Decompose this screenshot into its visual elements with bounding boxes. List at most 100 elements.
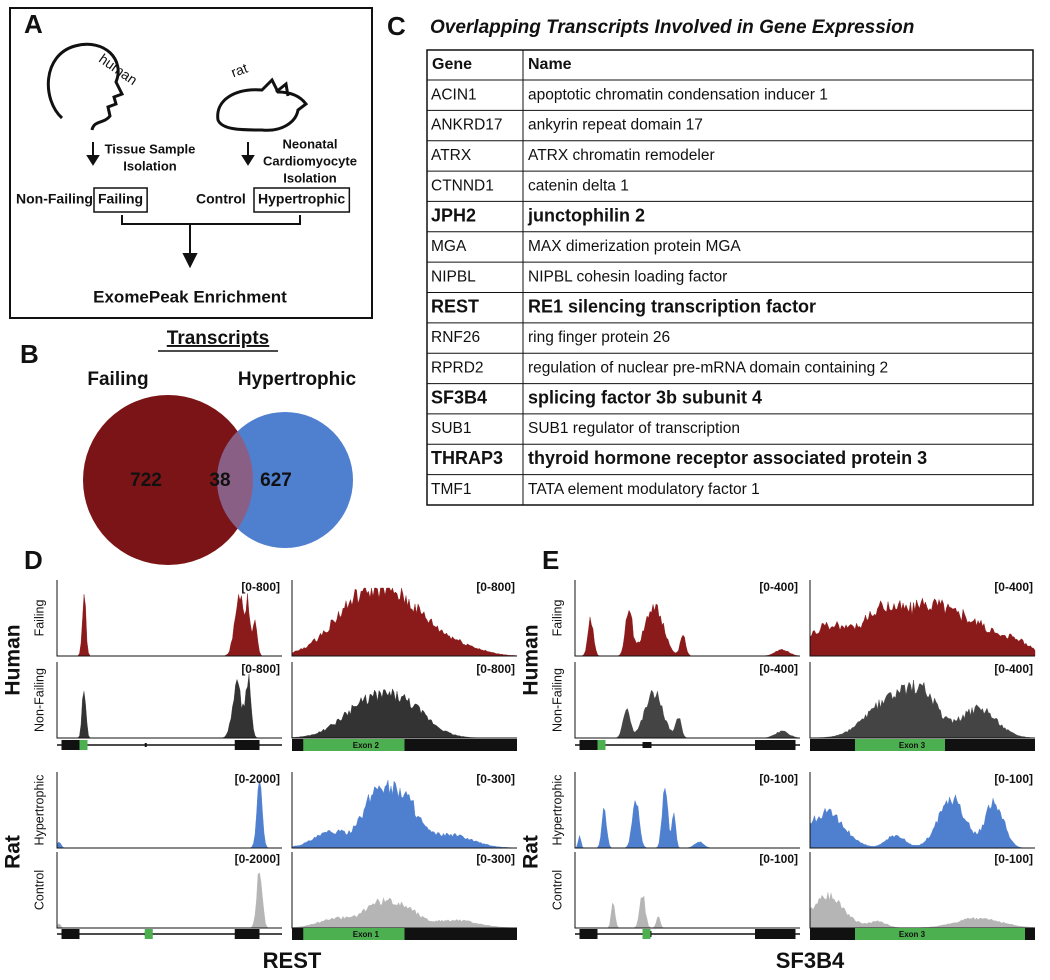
group-label: Failing xyxy=(98,191,143,207)
name-cell: splicing factor 3b subunit 4 xyxy=(528,388,762,408)
group-label: Non-Failing xyxy=(16,191,93,207)
track-axis xyxy=(574,772,800,849)
name-cell: catenin delta 1 xyxy=(528,177,629,194)
gene-cell: NIPBL xyxy=(431,268,476,285)
arrows xyxy=(86,142,301,269)
gene-exon xyxy=(144,743,147,747)
exon-label: Exon 3 xyxy=(899,741,926,750)
track-label: Control xyxy=(550,870,564,910)
gene-cell: RPRD2 xyxy=(431,359,484,376)
track-axis xyxy=(56,852,282,929)
gene-exon xyxy=(642,929,651,939)
gene-name: REST xyxy=(263,948,322,973)
panel-label: D xyxy=(24,545,43,575)
name-cell: TATA element modulatory factor 1 xyxy=(528,481,760,498)
track-axis xyxy=(574,580,800,657)
gene-exon xyxy=(642,742,652,748)
set-name: Failing xyxy=(87,369,148,390)
tracks: D Human Rat Failing [0-800] [0-800] Non-Failin… xyxy=(2,545,1036,973)
table-header: Name xyxy=(528,56,572,73)
name-cell: NIPBL cohesin loading factor xyxy=(528,268,727,285)
scale-label: [0-300] xyxy=(476,852,515,866)
species-label: Human xyxy=(2,624,25,695)
track-label: Hypertrophic xyxy=(32,775,46,846)
scale-label: [0-400] xyxy=(994,662,1033,676)
coverage xyxy=(575,689,801,739)
step-text: Neonatal xyxy=(283,136,338,151)
venn-count: 627 xyxy=(260,470,292,491)
scale-label: [0-100] xyxy=(994,772,1033,786)
gene-cell: REST xyxy=(431,296,479,316)
coverage xyxy=(809,679,1036,739)
gene-exon xyxy=(597,740,606,750)
step-text: Cardiomyocyte xyxy=(263,153,357,168)
species-label: Rat xyxy=(2,835,25,869)
coverage xyxy=(575,895,800,929)
rat-icon xyxy=(216,77,309,132)
scale-label: [0-400] xyxy=(759,580,798,594)
exon-zoom xyxy=(855,739,945,751)
track-label: Control xyxy=(32,870,46,910)
gene-exon xyxy=(234,929,260,939)
track-axis xyxy=(574,662,800,739)
coverage xyxy=(57,593,282,657)
venn-count: 722 xyxy=(130,470,162,491)
venn-circle xyxy=(217,412,353,548)
gene-exon xyxy=(61,740,80,750)
gene-cell: THRAP3 xyxy=(431,448,503,468)
panel-label: E xyxy=(542,545,559,575)
gene-cell: MGA xyxy=(431,238,467,255)
name-cell: junctophilin 2 xyxy=(527,205,645,225)
coverage xyxy=(809,892,1036,929)
gene-cell: ATRX xyxy=(431,147,472,164)
species-label: Human xyxy=(520,624,543,695)
coverage xyxy=(291,587,518,657)
step-text: Tissue Sample xyxy=(105,141,196,156)
panel-label: B xyxy=(20,339,39,369)
exon-zoom xyxy=(855,928,1025,940)
track-label: Non-Failing xyxy=(32,668,46,732)
track-axis xyxy=(56,580,282,657)
table-border xyxy=(426,49,1034,506)
name-cell: apoptotic chromatin condensation inducer… xyxy=(528,86,828,103)
coverage xyxy=(575,603,801,657)
human-icon xyxy=(46,42,125,131)
gene-cell: SUB1 xyxy=(431,420,472,437)
exon-zoom xyxy=(303,928,405,940)
step-text: Isolation xyxy=(123,158,177,173)
scale-label: [0-300] xyxy=(476,772,515,786)
gene-cell: SF3B4 xyxy=(431,388,487,408)
track-label: Failing xyxy=(550,600,564,637)
group-box xyxy=(253,187,351,213)
rat-text: rat xyxy=(229,60,250,81)
panel-label: C xyxy=(387,11,406,41)
venn-title: Transcripts xyxy=(167,328,269,349)
coverage xyxy=(809,794,1035,849)
table-title: Overlapping Transcripts Involved in Gene… xyxy=(430,17,914,38)
group-label: Control xyxy=(196,191,246,207)
venn-count: 38 xyxy=(209,470,230,491)
group-box xyxy=(93,187,148,213)
panel-a-frame xyxy=(9,7,373,319)
gene-exon xyxy=(144,929,153,939)
gene-exon xyxy=(579,740,598,750)
gene-exon xyxy=(755,740,796,750)
track-label: Hypertrophic xyxy=(550,775,564,846)
track-axis xyxy=(291,772,517,849)
name-cell: ankyrin repeat domain 17 xyxy=(528,117,703,134)
exon-label: Exon 1 xyxy=(353,930,380,939)
name-cell: regulation of nuclear pre-mRNA domain co… xyxy=(528,359,888,376)
gene-exon xyxy=(79,740,88,750)
scale-label: [0-2000] xyxy=(235,852,280,866)
set-name: Hypertrophic xyxy=(238,369,357,390)
name-cell: RE1 silencing transcription factor xyxy=(528,296,816,316)
group-label: Hypertrophic xyxy=(258,191,345,207)
gene-cell: TMF1 xyxy=(431,481,471,498)
table-header: Gene xyxy=(432,56,472,73)
scale-label: [0-800] xyxy=(476,662,515,676)
track-axis xyxy=(56,772,282,849)
coverage xyxy=(809,597,1036,657)
scale-label: [0-400] xyxy=(994,580,1033,594)
scale-label: [0-100] xyxy=(994,852,1033,866)
track-axis xyxy=(809,772,1035,849)
